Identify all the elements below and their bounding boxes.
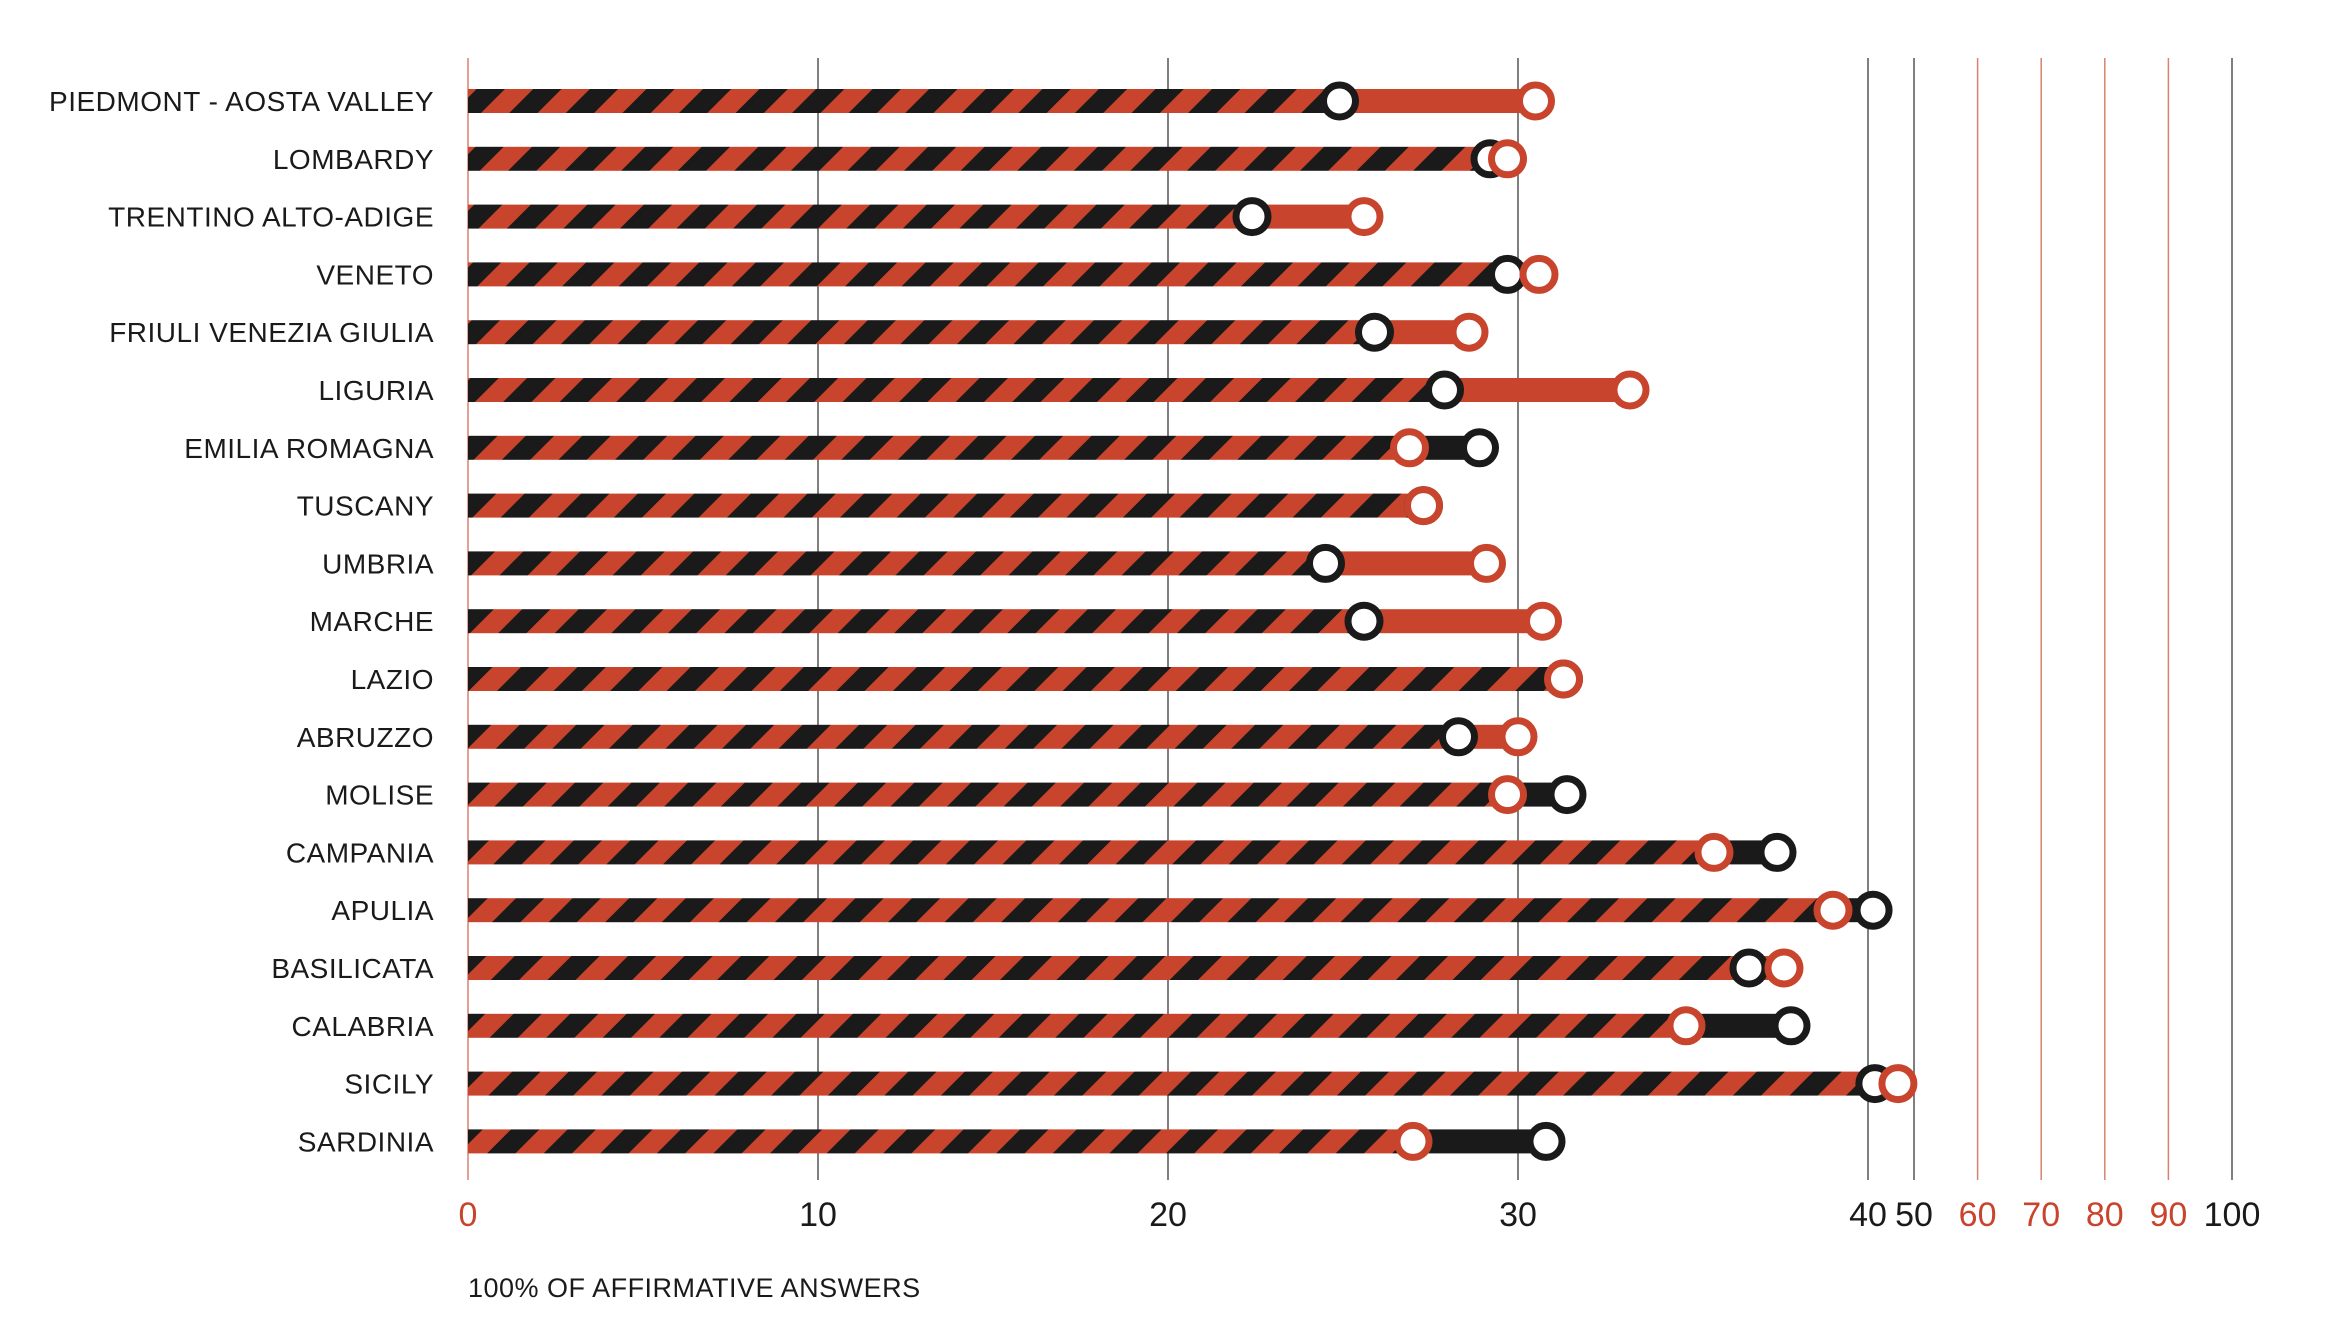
marker-red (1390, 428, 1429, 468)
striped-bar (468, 724, 1459, 749)
region-label: TUSCANY (297, 491, 434, 522)
range-connector (1364, 609, 1543, 634)
marker-black (1526, 1121, 1566, 1161)
striped-bar (468, 782, 1508, 807)
striped-bar (468, 89, 1340, 113)
region-label: TRENTINO ALTO-ADIGE (108, 202, 434, 233)
marker-red (1344, 197, 1384, 237)
marker-red (1498, 717, 1538, 757)
x-axis-ticks: 10 20 30 40 50 100 0 60 70 80 90 (459, 1196, 2261, 1234)
region-label: MARCHE (310, 606, 434, 637)
striped-bar (468, 262, 1508, 287)
striped-bar (468, 1013, 1686, 1038)
marker-black (1439, 717, 1478, 757)
marker-black (1355, 312, 1394, 352)
striped-bar (468, 1071, 1875, 1096)
range-connector (1339, 89, 1536, 113)
region-label: VENETO (316, 259, 434, 290)
striped-bar (468, 378, 1445, 402)
marker-red (1878, 1064, 1918, 1104)
tick-label-20: 20 (1149, 1196, 1187, 1234)
striped-bar (468, 840, 1714, 865)
striped-bar (468, 204, 1252, 229)
marker-black (1232, 197, 1272, 237)
tick-label-70: 70 (2022, 1196, 2060, 1234)
region-label: EMILIA ROMAGNA (184, 433, 434, 464)
region-label: FRIULI VENEZIA GIULIA (109, 317, 434, 348)
tick-label-0: 0 (459, 1196, 478, 1234)
striped-bar (468, 667, 1564, 691)
region-label: LIGURIA (318, 375, 434, 406)
x-axis-title: 100% OF AFFIRMATIVE ANSWERS (468, 1273, 921, 1303)
range-connector (1325, 551, 1487, 576)
marker-red (1488, 775, 1527, 815)
marker-red (1516, 81, 1555, 121)
marker-black (1757, 832, 1797, 872)
tick-label-50: 50 (1895, 1196, 1933, 1234)
tick-label-10: 10 (799, 1196, 837, 1234)
gridlines (467, 58, 2233, 1180)
region-label: SICILY (344, 1069, 434, 1100)
marker-red (1610, 370, 1650, 410)
region-label: MOLISE (325, 780, 434, 811)
striped-bar (468, 956, 1749, 980)
marker-black (1547, 775, 1587, 815)
marker-black (1344, 601, 1384, 641)
marker-black (1853, 890, 1893, 930)
tick-label-60: 60 (1959, 1196, 1997, 1234)
marker-red (1488, 139, 1527, 179)
marker-red (1404, 486, 1443, 526)
marker-black (1320, 81, 1359, 121)
region-labels: PIEDMONT - AOSTA VALLEY LOMBARDY TRENTINO … (49, 86, 435, 1157)
striped-bar (468, 435, 1410, 460)
marker-red (1813, 890, 1853, 930)
striped-bar (468, 898, 1833, 923)
tick-label-90: 90 (2149, 1196, 2187, 1234)
marker-black (1729, 948, 1769, 988)
region-label: LOMBARDY (273, 144, 434, 175)
tick-label-100: 100 (2204, 1196, 2261, 1234)
striped-bar (468, 146, 1490, 171)
striped-bar (468, 1129, 1413, 1154)
region-label: CAMPANIA (286, 837, 434, 868)
region-label: SARDINIA (298, 1126, 434, 1157)
region-label: ABRUZZO (297, 722, 434, 753)
range-connector (1413, 1129, 1546, 1154)
marker-red (1523, 601, 1562, 641)
region-label: PIEDMONT - AOSTA VALLEY (49, 86, 434, 117)
marker-red (1449, 312, 1489, 352)
range-connector (1444, 378, 1630, 402)
bars (468, 81, 1918, 1161)
marker-black (1488, 254, 1527, 294)
striped-bar (468, 320, 1375, 345)
tick-label-30: 30 (1499, 1196, 1537, 1234)
marker-black (1771, 1006, 1811, 1046)
marker-red (1544, 659, 1583, 699)
striped-bar (468, 609, 1364, 634)
marker-red (1519, 254, 1559, 294)
region-label: LAZIO (351, 664, 434, 695)
region-label: CALABRIA (292, 1011, 435, 1042)
marker-red (1666, 1006, 1706, 1046)
marker-black (1306, 543, 1345, 583)
marker-red (1393, 1121, 1433, 1161)
marker-red (1694, 832, 1734, 872)
striped-bar (468, 493, 1424, 518)
tick-label-80: 80 (2086, 1196, 2124, 1234)
region-label: BASILICATA (271, 953, 434, 984)
striped-bar (468, 551, 1326, 576)
region-label: APULIA (331, 895, 434, 926)
marker-black (1425, 370, 1464, 410)
marker-red (1764, 948, 1804, 988)
marker-black (1460, 428, 1499, 468)
tick-label-40: 40 (1849, 1196, 1887, 1234)
region-label: UMBRIA (322, 548, 434, 579)
marker-red (1467, 543, 1506, 583)
